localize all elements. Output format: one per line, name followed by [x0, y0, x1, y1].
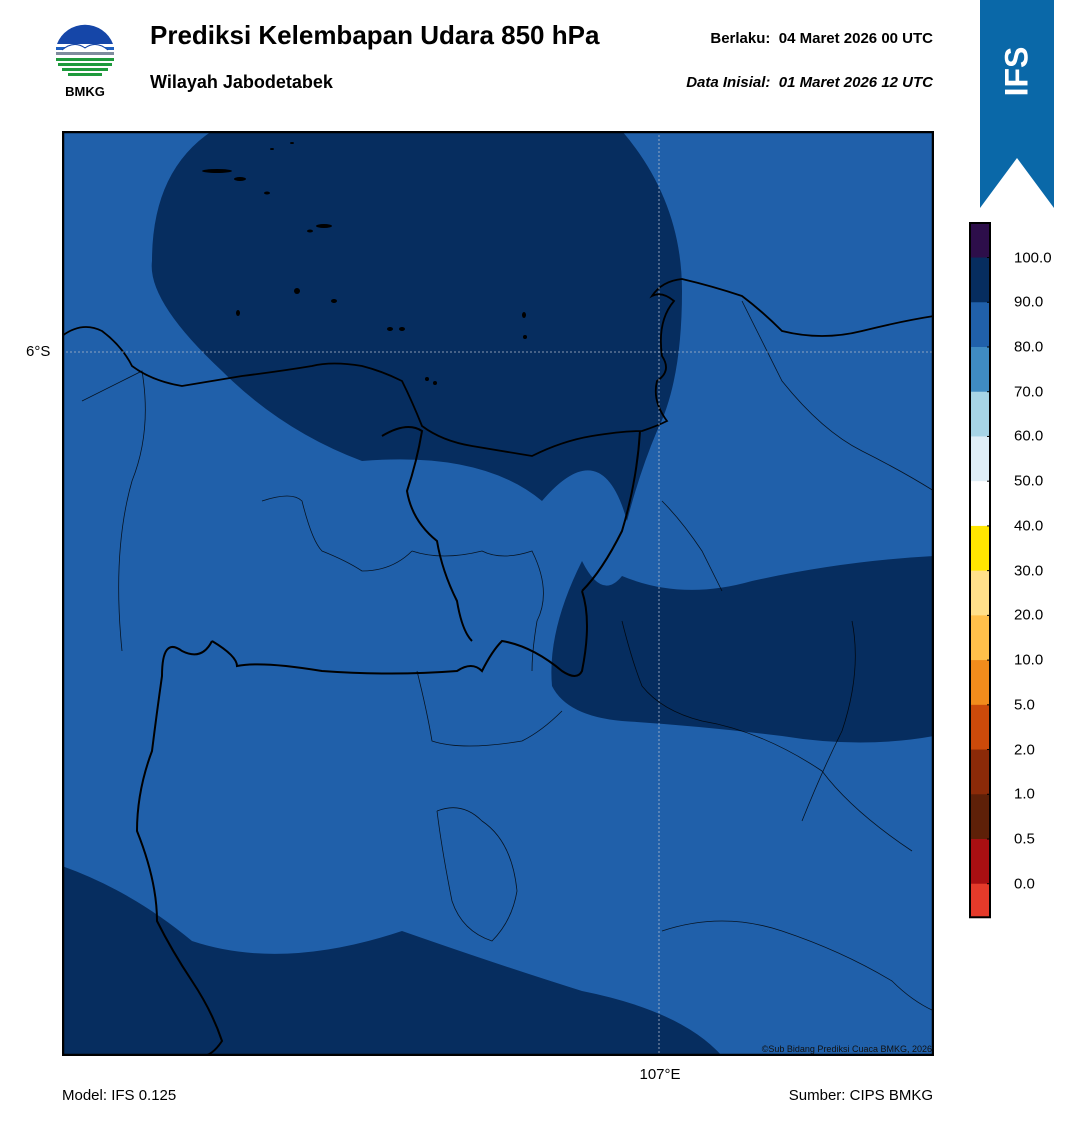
colorbar-tick-label: 50.0 [1014, 472, 1044, 490]
colorbar-tick-label: 100.0 [1014, 249, 1052, 267]
valid-time-label: Berlaku: [710, 30, 771, 47]
colorbar-tick-label: 90.0 [1014, 293, 1044, 311]
humidity-90-100-region-east [551, 556, 934, 743]
humidity-map [62, 131, 934, 1056]
latitude-label: 6°S [26, 343, 51, 360]
model-label: Model: IFS 0.125 [62, 1087, 177, 1104]
init-time-label: Data Inisial: [686, 74, 771, 91]
colorbar-tick-label: 1.0 [1014, 785, 1035, 803]
colorbar-segment [971, 749, 989, 795]
colorbar-segment [971, 794, 989, 840]
colorbar-segment [971, 302, 989, 348]
ifs-banner-text: IFS [980, 36, 1054, 106]
colorbar-tick-label: 80.0 [1014, 338, 1044, 356]
ifs-banner-label: IFS [998, 46, 1035, 96]
colorbar-tick-label: 0.5 [1014, 830, 1035, 848]
colorbar-segment [971, 224, 989, 259]
colorbar-tick-label: 10.0 [1014, 651, 1044, 669]
source-label: Sumber: CIPS BMKG [788, 1087, 933, 1104]
valid-time-value: 04 Maret 2026 00 UTC [778, 30, 933, 47]
logo-text: BMKG [65, 84, 105, 99]
colorbar-tick-label: 20.0 [1014, 606, 1044, 624]
map-frame [62, 131, 934, 1056]
colorbar-segment [971, 436, 989, 482]
humidity-90-100-region-north [151, 131, 682, 521]
colorbar-tick-label: 40.0 [1014, 517, 1044, 535]
province-boundaries [135, 426, 641, 1056]
humidity-90-100-region-south [62, 866, 722, 1056]
colorbar-segment [971, 660, 989, 706]
colorbar-tick-label: 5.0 [1014, 696, 1035, 714]
page-title: Prediksi Kelembapan Udara 850 hPa [150, 20, 600, 50]
colorbar-segment [971, 481, 989, 527]
colorbar-segment [971, 525, 989, 572]
colorbar-segment [971, 257, 989, 303]
page-subtitle: Wilayah Jabodetabek [150, 72, 333, 92]
thousand-islands [202, 142, 527, 385]
colorbar-segment [971, 347, 989, 393]
colorbar-tick-label: 0.0 [1014, 875, 1035, 893]
init-time: Data Inisial: 01 Maret 2026 12 UTC [686, 74, 933, 91]
valid-time: Berlaku: 04 Maret 2026 00 UTC [710, 30, 933, 47]
colorbar-segment [971, 615, 989, 661]
longitude-label: 107°E [639, 1066, 681, 1083]
colorbar-segment [971, 570, 989, 616]
regency-boundaries [81, 300, 934, 1012]
bmkg-logo [55, 23, 115, 83]
colorbar-segment [971, 883, 989, 918]
colorbar-segment [971, 704, 989, 751]
colorbar-segment [971, 391, 989, 437]
colorbar-tick-label: 30.0 [1014, 562, 1044, 580]
colorbar-tick-label: 60.0 [1014, 427, 1044, 445]
ifs-banner [980, 0, 1054, 208]
coastline [62, 278, 934, 457]
init-time-value: 01 Maret 2026 12 UTC [778, 74, 933, 91]
colorbar-tick-label: 70.0 [1014, 383, 1044, 401]
map-copyright: ©Sub Bidang Prediksi Cuaca BMKG, 2026 [761, 1044, 932, 1054]
colorbar-tick-label: 2.0 [1014, 741, 1035, 759]
colorbar [969, 222, 991, 919]
colorbar-segment [971, 839, 989, 885]
